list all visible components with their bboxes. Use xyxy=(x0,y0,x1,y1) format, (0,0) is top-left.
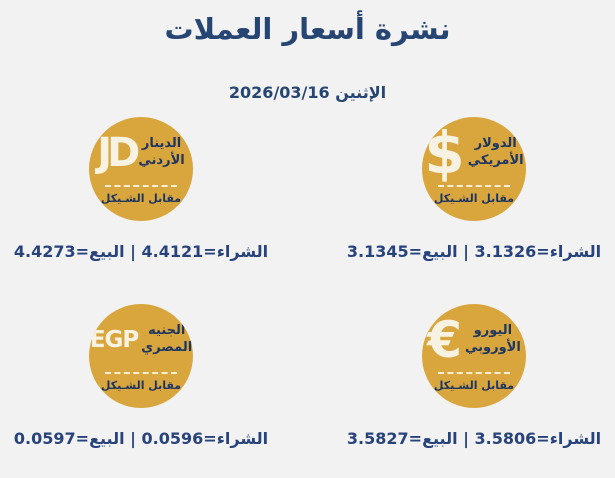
eur-rate-line: الشراء=3.5806 | البيع=3.5827 xyxy=(346,429,602,448)
egp-rate-line: الشراء=0.0596 | البيع=0.0597 xyxy=(13,429,269,448)
egp-badge-top: الجنيه المصري EGP xyxy=(90,310,192,370)
eur-badge-top: اليورو الأوروبي € xyxy=(427,310,521,370)
currency-grid: الدولار الأمريكي $ مقابل الشـيكل الشراء=… xyxy=(0,117,615,450)
jod-name-line2: الأردني xyxy=(138,153,185,168)
eur-name-line1: اليورو xyxy=(473,323,513,339)
egp-badge: الجنيه المصري EGP مقابل الشـيكل xyxy=(89,304,193,408)
usd-badge-top: الدولار الأمريكي $ xyxy=(424,123,523,183)
jod-name-line1: الدينار xyxy=(141,136,182,152)
usd-name: الدولار الأمريكي xyxy=(468,136,524,170)
jod-name: الدينار الأردني xyxy=(138,136,184,170)
euro-sign-icon: € xyxy=(427,310,462,369)
egp-name-line1: الجنيه xyxy=(148,323,186,339)
jod-vs-shekel-label: مقابل الشـيكل xyxy=(100,192,182,205)
currency-card-usd: الدولار الأمريكي $ مقابل الشـيكل الشراء=… xyxy=(333,117,615,263)
usd-badge: الدولار الأمريكي $ مقابل الشـيكل xyxy=(422,117,526,221)
jd-symbol-icon: JD xyxy=(97,130,140,176)
page-title: نشرة أسعار العملات xyxy=(164,12,451,46)
usd-name-line1: الدولار xyxy=(474,136,517,152)
currency-card-eur: اليورو الأوروبي € مقابل الشـيكل الشراء=3… xyxy=(333,304,615,450)
dollar-sign-icon: $ xyxy=(424,118,465,187)
jod-rate-line: الشراء=4.4121 | البيع=4.4273 xyxy=(13,242,269,261)
jod-badge-top: الدينار الأردني JD xyxy=(97,123,184,183)
usd-vs-shekel-label: مقابل الشـيكل xyxy=(433,192,515,205)
eur-vs-shekel-label: مقابل الشـيكل xyxy=(433,379,515,392)
eur-badge: اليورو الأوروبي € مقابل الشـيكل xyxy=(422,304,526,408)
date-line: الإثنين 2026/03/16 xyxy=(228,83,387,102)
usd-name-line2: الأمريكي xyxy=(467,153,524,168)
egp-vs-shekel-label: مقابل الشـيكل xyxy=(100,379,182,392)
eur-name-line2: الأوروبي xyxy=(464,340,521,355)
egp-name-line2: المصري xyxy=(141,340,193,355)
egp-name: الجنيه المصري xyxy=(141,323,192,357)
dashed-divider xyxy=(105,185,177,187)
dashed-divider xyxy=(105,372,177,374)
currency-card-egp: الجنيه المصري EGP مقابل الشـيكل الشراء=0… xyxy=(0,304,282,450)
currency-card-jod: الدينار الأردني JD مقابل الشـيكل الشراء=… xyxy=(0,117,282,263)
dashed-divider xyxy=(438,372,510,374)
jod-badge: الدينار الأردني JD مقابل الشـيكل xyxy=(89,117,193,221)
dashed-divider xyxy=(438,185,510,187)
usd-rate-line: الشراء=3.1326 | البيع=3.1345 xyxy=(346,242,602,261)
egp-symbol-icon: EGP xyxy=(89,326,139,353)
eur-name: اليورو الأوروبي xyxy=(465,323,521,357)
